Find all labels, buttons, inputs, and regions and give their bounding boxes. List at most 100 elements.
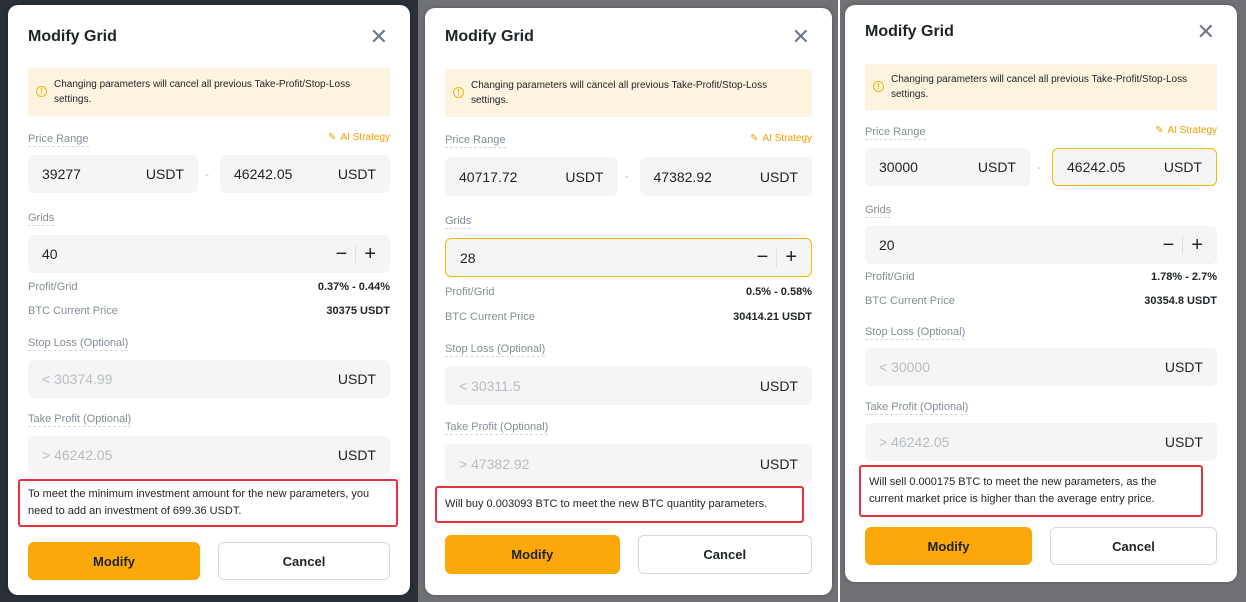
plus-icon[interactable]: + [1191,233,1203,256]
grids-label: Grids [28,212,55,226]
close-icon[interactable]: ✕ [1196,19,1215,44]
take-profit-label: Take Profit (Optional) [865,401,969,415]
upper-price-input[interactable]: 46242.05 USDT [220,155,390,193]
unit-label: USDT [145,166,184,182]
unit-label: USDT [337,447,376,463]
cancel-button[interactable]: Cancel [1050,527,1217,565]
upper-price-value: 46242.05 [234,166,293,182]
profit-label: Profit/Grid [445,286,495,298]
unit-label: USDT [759,455,798,472]
dialog-title: Modify Grid [445,28,534,45]
profit-label: Profit/Grid [865,271,915,283]
stop-loss-placeholder: < 30311.5 [459,377,521,394]
profit-per-grid-row: Profit/Grid 0.37% - 0.44% [28,281,390,293]
modify-button[interactable]: Modify [28,542,200,580]
take-profit-input[interactable]: > 46242.05 USDT [865,423,1217,461]
warning-banner: ! Changing parameters will cancel all pre… [28,68,390,116]
unit-label: USDT [1164,359,1203,375]
modify-grid-dialog: Modify Grid ✕ ! Changing parameters will … [8,5,410,595]
unit-label: USDT [1163,159,1202,175]
adjustment-notice: Will buy 0.003093 BTC to meet the new BT… [435,486,804,523]
dialog-title: Modify Grid [28,28,117,45]
range-separator: - [205,167,209,181]
modify-grid-dialog: Modify Grid ✕ ! Changing parameters will … [845,5,1237,582]
dialog-title: Modify Grid [865,23,954,40]
minus-icon[interactable]: − [1162,233,1175,256]
range-separator: - [624,169,629,183]
adjustment-notice: Will sell 0.000175 BTC to meet the new p… [859,465,1203,517]
ai-strategy-label: AI Strategy [1167,125,1217,136]
lower-price-value: 40717.72 [459,168,518,185]
profit-value: 0.37% - 0.44% [317,281,390,293]
modify-button[interactable]: Modify [865,527,1032,565]
warning-banner: ! Changing parameters will cancel all pre… [445,69,812,117]
adjustment-notice: To meet the minimum investment amount fo… [18,479,398,527]
take-profit-label: Take Profit (Optional) [445,421,549,435]
pencil-icon: ✎ [750,133,759,144]
take-profit-placeholder: > 47382.92 [459,455,530,472]
modify-button[interactable]: Modify [445,535,620,574]
stop-loss-input[interactable]: < 30000 USDT [865,348,1217,386]
lower-price-value: 39277 [42,166,81,182]
ai-strategy-link[interactable]: ✎ AI Strategy [750,133,812,144]
warning-banner: ! Changing parameters will cancel all pre… [865,64,1217,110]
take-profit-placeholder: > 46242.05 [42,447,113,463]
stop-loss-input[interactable]: < 30311.5 USDT [445,366,812,405]
upper-price-input[interactable]: 46242.05 USDT [1052,148,1217,186]
warning-text: Changing parameters will cancel all prev… [891,74,1188,100]
btc-price-row: BTC Current Price 30375 USDT [28,305,390,317]
lower-price-input[interactable]: 40717.72 USDT [445,157,618,196]
btc-price-label: BTC Current Price [28,305,118,317]
btc-price-value: 30354.8 USDT [1144,295,1217,307]
stop-loss-label: Stop Loss (Optional) [28,337,129,351]
upper-price-input[interactable]: 47382.92 USDT [639,157,812,196]
warning-icon: ! [873,81,884,92]
ai-strategy-link[interactable]: ✎ AI Strategy [1155,125,1217,136]
stop-loss-input[interactable]: < 30374.99 USDT [28,360,390,398]
grids-value: 20 [879,237,895,253]
ai-strategy-label: AI Strategy [340,132,390,143]
grids-input[interactable]: 40 − + [28,235,390,273]
minus-icon[interactable]: − [756,246,769,268]
close-icon[interactable]: ✕ [791,24,810,49]
pencil-icon: ✎ [328,132,337,143]
take-profit-input[interactable]: > 47382.92 USDT [445,444,812,483]
profit-label: Profit/Grid [28,281,78,293]
unit-label: USDT [337,166,376,182]
unit-label: USDT [759,168,798,185]
cancel-button[interactable]: Cancel [218,542,390,580]
unit-label: USDT [1164,434,1203,450]
price-range-label: Price Range [28,133,89,147]
plus-icon[interactable]: + [364,242,376,265]
stop-loss-placeholder: < 30000 [879,359,930,375]
plus-icon[interactable]: + [785,246,797,268]
unit-label: USDT [759,377,798,394]
profit-per-grid-row: Profit/Grid 0.5% - 0.58% [445,286,812,298]
profit-value: 1.78% - 2.7% [1150,271,1217,283]
stop-loss-label: Stop Loss (Optional) [865,326,966,340]
minus-icon[interactable]: − [335,242,348,265]
modify-grid-dialog: Modify Grid ✕ ! Changing parameters will … [425,8,832,595]
take-profit-input[interactable]: > 46242.05 USDT [28,436,390,474]
grids-input[interactable]: 20 − + [865,226,1217,264]
unit-label: USDT [977,159,1016,175]
close-icon[interactable]: ✕ [369,24,388,49]
warning-icon: ! [453,87,464,98]
grids-label: Grids [445,215,472,229]
lower-price-input[interactable]: 30000 USDT [865,148,1030,186]
cancel-button[interactable]: Cancel [637,535,812,574]
grids-label: Grids [865,204,892,218]
price-range-label: Price Range [445,134,506,148]
lower-price-input[interactable]: 39277 USDT [28,155,198,193]
stop-loss-placeholder: < 30374.99 [42,371,113,387]
price-range-label: Price Range [865,126,926,140]
profit-value: 0.5% - 0.58% [745,286,812,298]
grids-input[interactable]: 28 − + [445,238,812,277]
ai-strategy-link[interactable]: ✎ AI Strategy [328,132,390,143]
warning-text: Changing parameters will cancel all prev… [471,80,768,106]
btc-price-row: BTC Current Price 30354.8 USDT [865,295,1217,307]
btc-price-label: BTC Current Price [865,295,955,307]
upper-price-value: 46242.05 [1067,159,1126,175]
stop-loss-label: Stop Loss (Optional) [445,343,546,357]
range-separator: - [1037,160,1041,174]
